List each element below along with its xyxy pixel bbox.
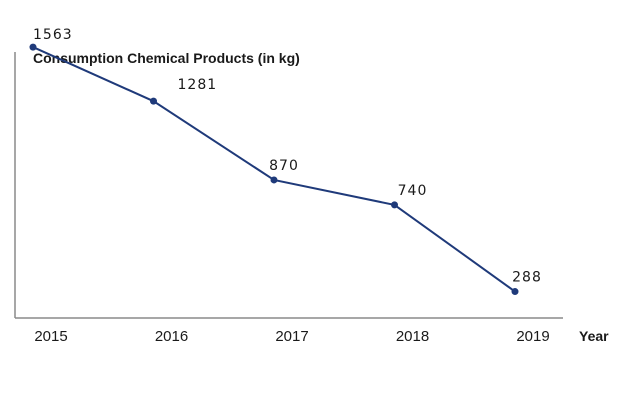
chart-title: Consumption Chemical Products (in kg) (33, 50, 300, 66)
x-axis-title: Year (579, 328, 609, 344)
data-label: 740 (398, 183, 428, 199)
data-label: 1281 (178, 77, 218, 93)
x-tick-label: 2018 (396, 328, 429, 345)
x-tick-labels: 2015 2016 2017 2018 2019 (34, 328, 549, 345)
x-tick-label: 2019 (516, 328, 549, 345)
data-label: 288 (512, 270, 542, 286)
data-point (270, 176, 278, 184)
data-point (511, 288, 519, 296)
data-point (29, 43, 37, 51)
x-tick-label: 2015 (34, 328, 67, 345)
data-label: 1563 (33, 27, 73, 43)
data-point (150, 97, 157, 105)
data-label: 870 (269, 158, 299, 174)
data-point (391, 201, 398, 209)
x-tick-label: 2016 (155, 328, 188, 345)
data-markers (29, 43, 519, 296)
x-tick-label: 2017 (275, 328, 308, 345)
data-labels: 1563 1281 870 740 288 (33, 27, 542, 286)
